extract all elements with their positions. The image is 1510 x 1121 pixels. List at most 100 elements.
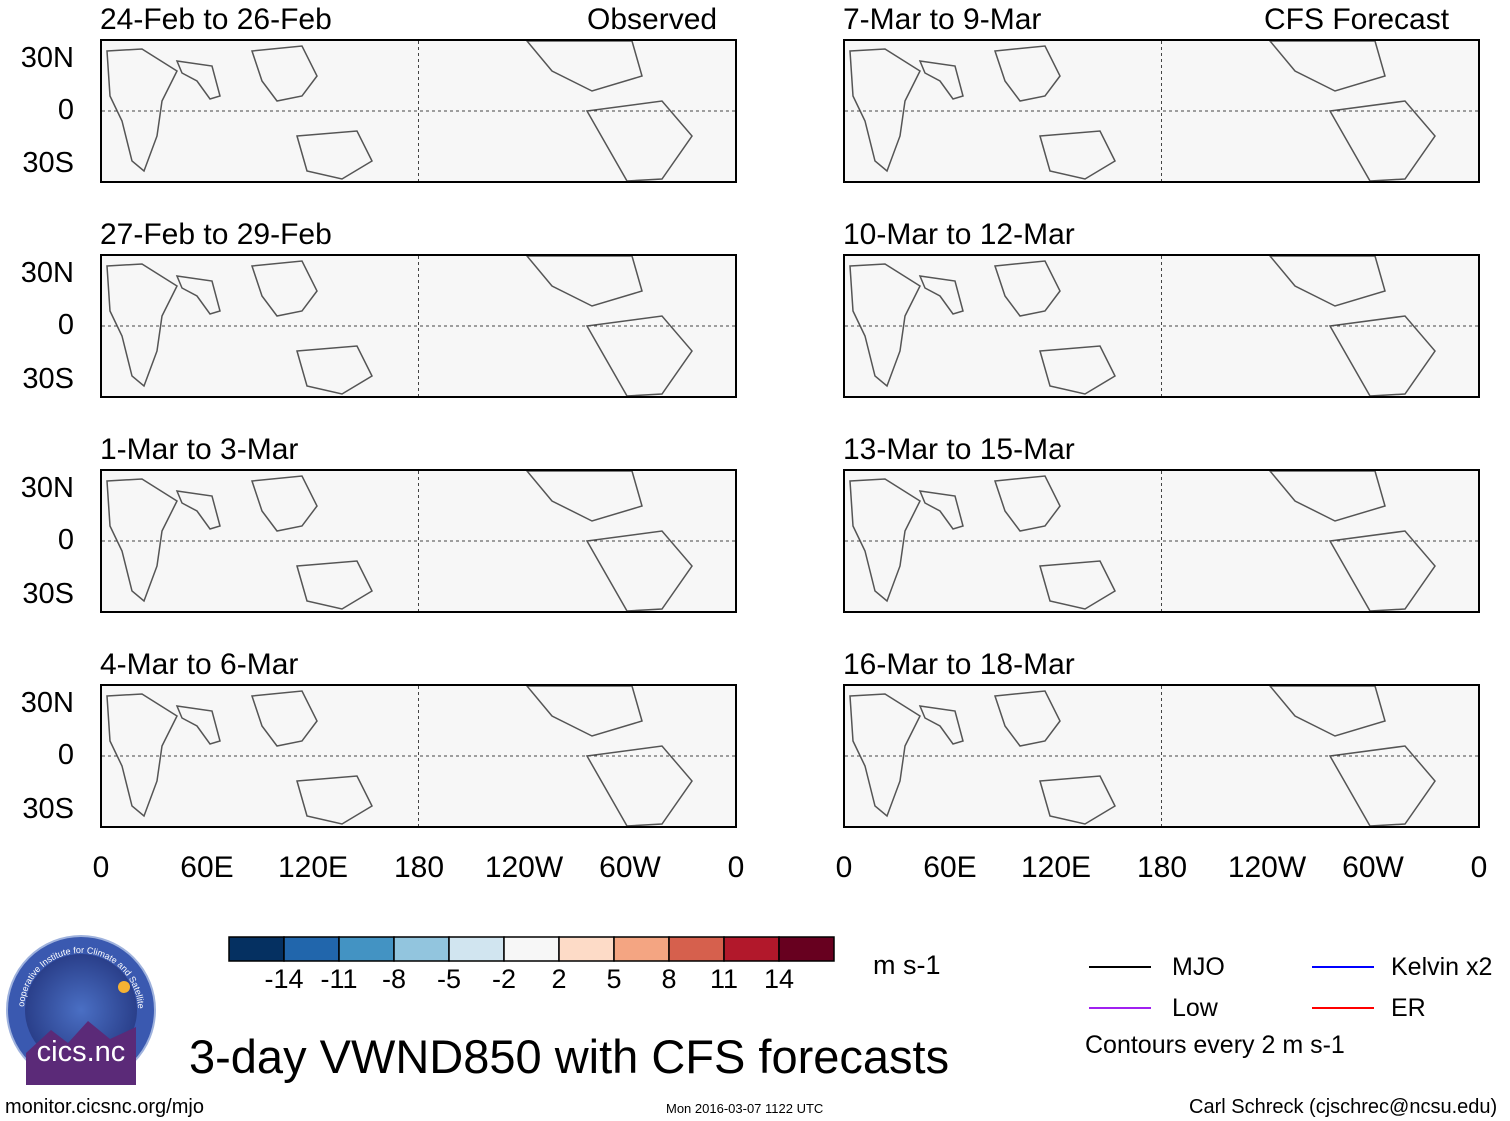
lon-label-right-180: 180 [1136, 851, 1188, 884]
lat-label-30n-4: 30N [20, 687, 74, 719]
lon-label-left-0-end: 0 [727, 851, 745, 884]
colorbar-box-3 [338, 936, 395, 962]
lon-label-left-60w: 60W [599, 851, 661, 884]
panel-title-obs-2: 27-Feb to 29-Feb [100, 218, 332, 251]
colorbar-box-2 [283, 936, 340, 962]
lat-label-30n-3: 30N [20, 472, 74, 504]
land-outline-3 [993, 260, 1061, 317]
colorbar-box-4 [393, 936, 450, 962]
land-outline-4 [296, 345, 373, 395]
land-outline-1 [849, 478, 921, 603]
colorbar-box-11 [778, 936, 835, 962]
colorbar-box-6 [503, 936, 560, 962]
map-panel-obs-2 [100, 254, 737, 398]
land-outline-6 [1328, 315, 1436, 396]
land-outline-3 [993, 45, 1061, 102]
panel-title-obs-4: 4-Mar to 6-Mar [100, 648, 299, 681]
colorbar-box-1 [228, 936, 285, 962]
land-outline-5 [526, 256, 643, 307]
land-outline-2 [918, 275, 964, 315]
land-outline-5 [1269, 256, 1386, 307]
lon-label-right-60e: 60E [923, 851, 977, 884]
legend-label-low: Low [1172, 994, 1218, 1022]
lon-label-left-0: 0 [92, 851, 110, 884]
panel-title-fc-4: 16-Mar to 18-Mar [843, 648, 1075, 681]
map-panel-fc-4 [843, 684, 1480, 828]
lon-label-right-120e: 120E [1020, 851, 1092, 884]
lat-label-0-1: 0 [57, 94, 74, 126]
colorbar-label-2: -11 [320, 964, 358, 994]
lat-label-30s-2: 30S [22, 363, 74, 395]
land-outline-6 [585, 745, 693, 826]
legend-line-low [1089, 1007, 1151, 1009]
land-outline-6 [1328, 530, 1436, 611]
land-outline-2 [175, 705, 221, 745]
lon-label-left-60e: 60E [180, 851, 234, 884]
panel-title-fc-1: 7-Mar to 9-Mar [843, 3, 1042, 36]
colorbar-box-8 [613, 936, 670, 962]
land-outline-4 [1039, 345, 1116, 395]
land-outline-3 [993, 690, 1061, 747]
colorbar-label-4: -5 [436, 964, 462, 994]
map-graphic-fc-3 [845, 471, 1478, 611]
legend-line-kelvin [1312, 966, 1374, 968]
map-panel-fc-1 [843, 39, 1480, 183]
lon-label-right-0: 0 [835, 851, 853, 884]
legend-label-kelvin: Kelvin x2 [1391, 953, 1493, 981]
map-panel-obs-1 [100, 39, 737, 183]
panel-title-fc-2: 10-Mar to 12-Mar [843, 218, 1075, 251]
colorbar-box-5 [448, 936, 505, 962]
land-outline-1 [849, 263, 921, 388]
figure-title: 3-day VWND850 with CFS forecasts [189, 1030, 950, 1083]
legend-line-mjo [1089, 966, 1151, 968]
land-outline-5 [526, 471, 643, 522]
land-outline-6 [1328, 100, 1436, 181]
lat-label-30s-1: 30S [22, 147, 74, 179]
land-outline-4 [1039, 775, 1116, 825]
land-outline-4 [296, 130, 373, 180]
land-outline-4 [296, 775, 373, 825]
colorbar-label-5: -2 [491, 964, 517, 994]
map-graphic-obs-4 [102, 686, 735, 826]
legend-line-er [1312, 1007, 1374, 1009]
map-graphic-fc-2 [845, 256, 1478, 396]
land-outline-2 [918, 60, 964, 100]
land-outline-1 [106, 693, 178, 818]
colorbar-label-6: 2 [551, 964, 567, 994]
land-outline-2 [918, 705, 964, 745]
colorbar-box-9 [668, 936, 725, 962]
colorbar-label-8: 8 [661, 964, 677, 994]
lat-label-0-2: 0 [57, 309, 74, 341]
land-outline-1 [849, 48, 921, 173]
land-outline-4 [1039, 130, 1116, 180]
footer-timestamp: Mon 2016-03-07 1122 UTC [666, 1101, 824, 1116]
land-outline-1 [106, 263, 178, 388]
colorbar-label-3: -8 [381, 964, 407, 994]
colorbar [228, 936, 835, 962]
colorbar-box-10 [723, 936, 780, 962]
land-outline-3 [250, 45, 318, 102]
colorbar-unit: m s-1 [873, 950, 941, 980]
panel-title-fc-3: 13-Mar to 15-Mar [843, 433, 1075, 466]
land-outline-4 [1039, 560, 1116, 610]
lat-label-30s-4: 30S [22, 793, 74, 825]
panel-title-obs-3: 1-Mar to 3-Mar [100, 433, 299, 466]
lon-label-left-120e: 120E [277, 851, 349, 884]
land-outline-1 [849, 693, 921, 818]
land-outline-2 [175, 275, 221, 315]
lat-label-30s-3: 30S [22, 578, 74, 610]
cicsnc-logo: Cooperative Institute for Climate and Sa… [6, 935, 156, 1085]
land-outline-5 [526, 41, 643, 92]
map-graphic-fc-1 [845, 41, 1478, 181]
contours-note: Contours every 2 m s-1 [1085, 1031, 1345, 1059]
lon-label-left-180: 180 [393, 851, 445, 884]
cfs-forecast-label: CFS Forecast [1264, 3, 1450, 36]
map-graphic-obs-2 [102, 256, 735, 396]
lon-label-left-120w: 120W [484, 851, 564, 884]
lon-label-right-120w: 120W [1227, 851, 1307, 884]
map-panel-fc-3 [843, 469, 1480, 613]
land-outline-1 [106, 48, 178, 173]
colorbar-label-10: 14 [763, 964, 795, 994]
lat-label-30n-1: 30N [20, 42, 74, 74]
land-outline-5 [1269, 686, 1386, 737]
